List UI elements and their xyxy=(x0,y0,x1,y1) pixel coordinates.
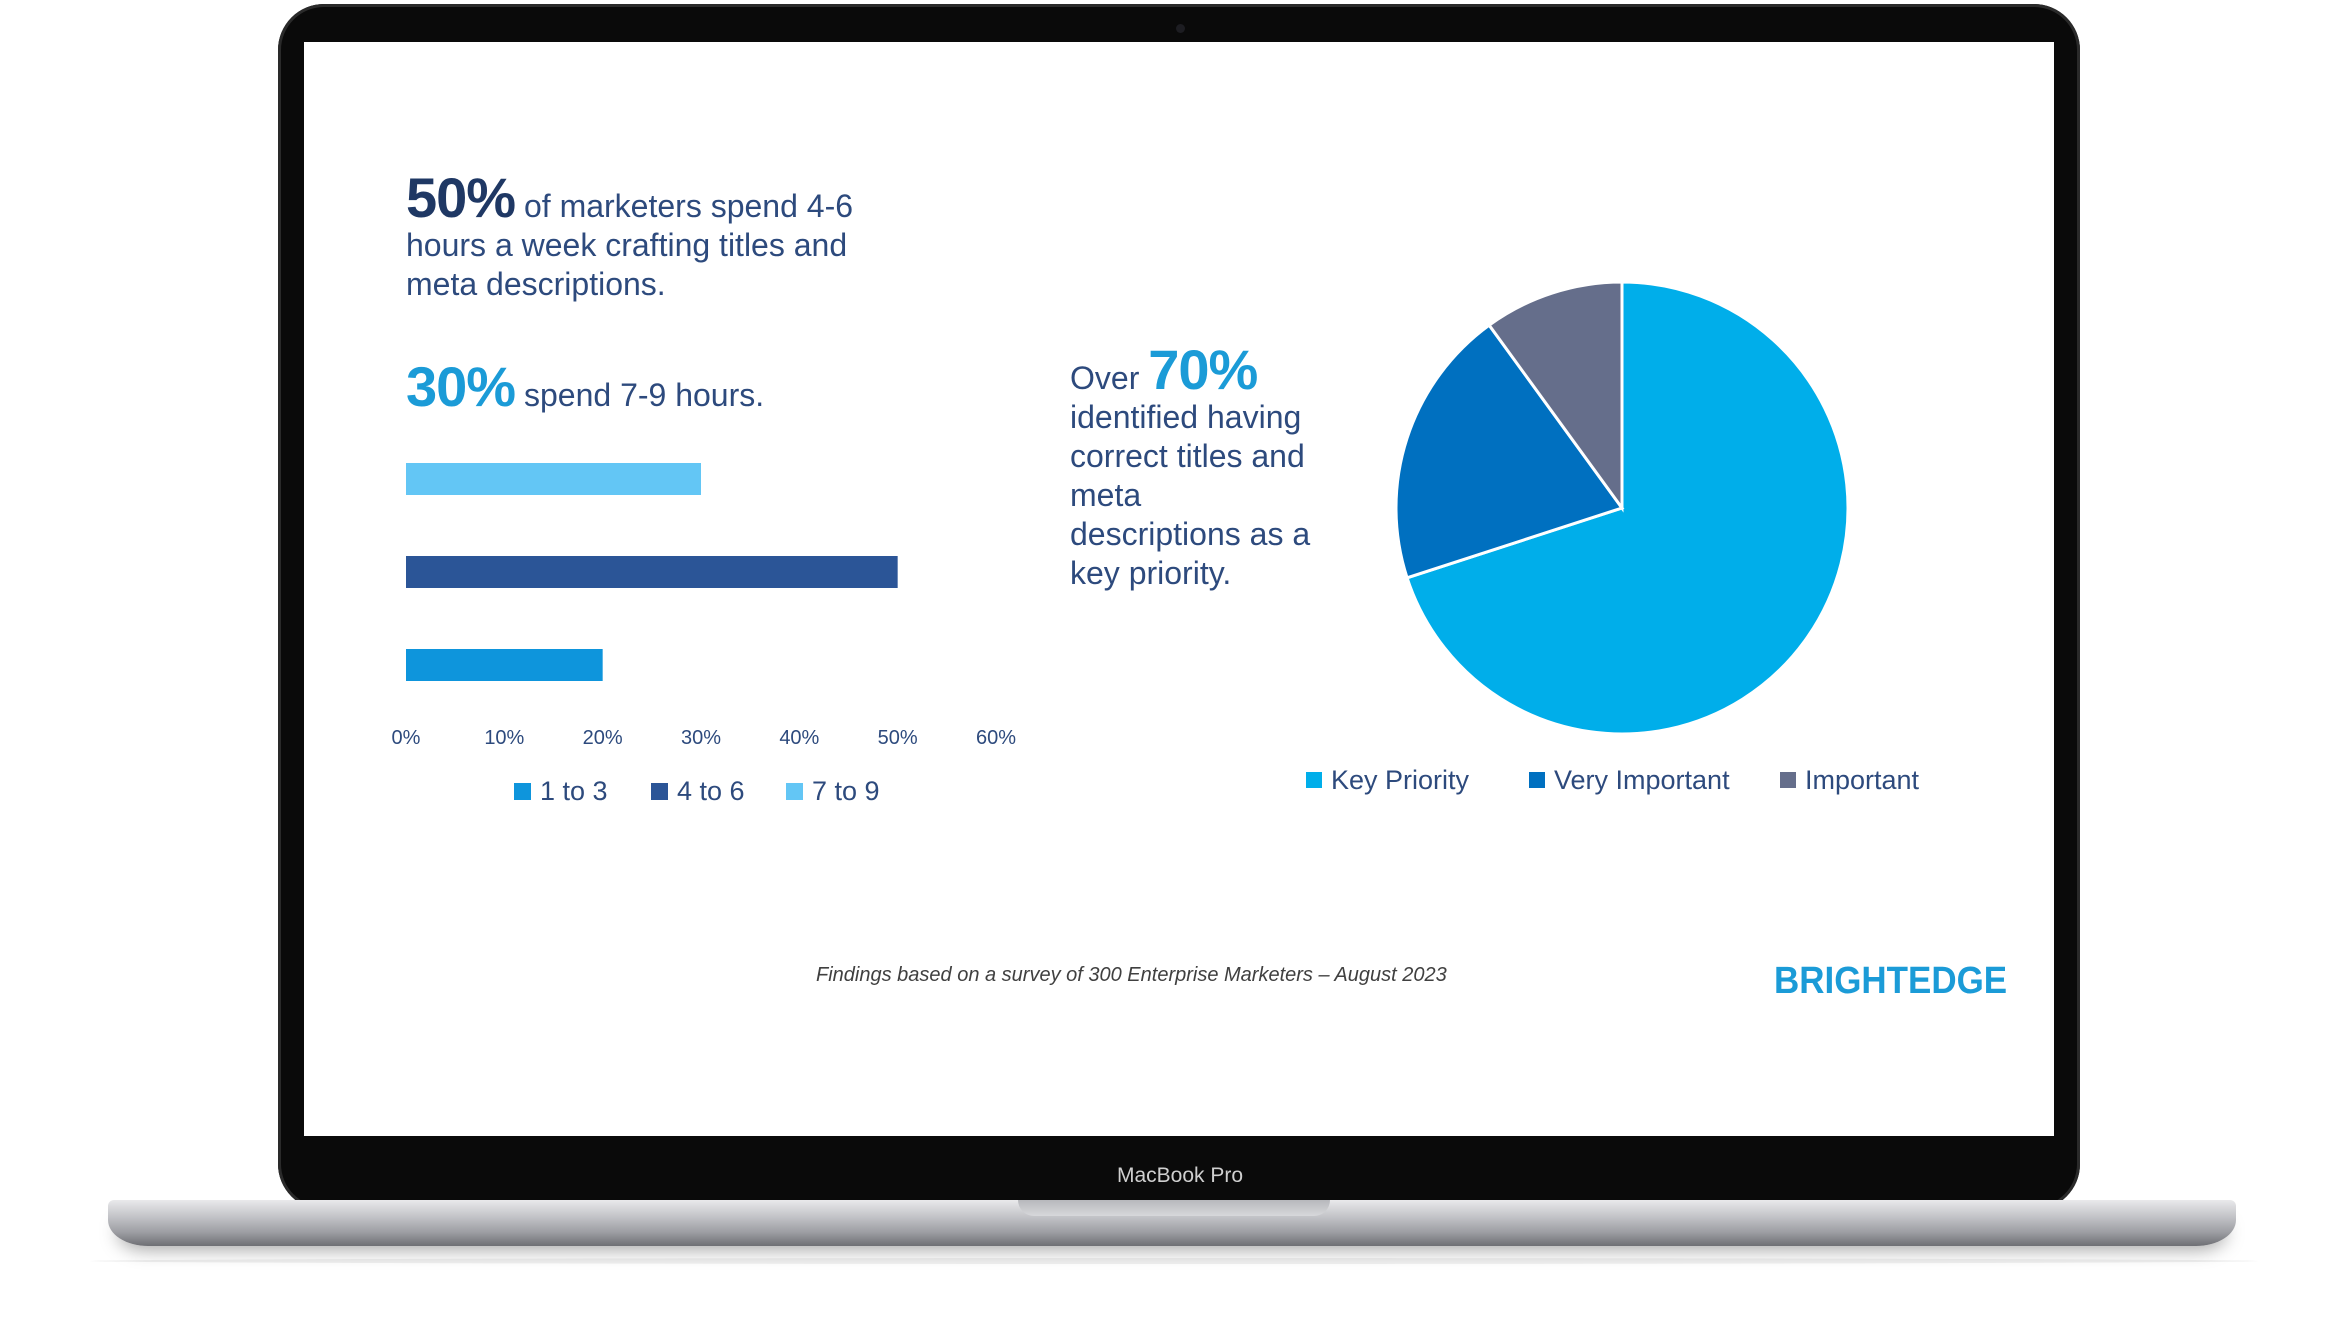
bar-4-to-6 xyxy=(406,556,898,588)
webcam-icon xyxy=(1176,24,1185,33)
stat-value-30: 30% xyxy=(406,355,516,418)
legend-label: Important xyxy=(1805,765,1920,795)
bar-1-to-3 xyxy=(406,649,603,681)
x-tick-label: 50% xyxy=(878,727,918,749)
laptop-shadow xyxy=(90,1258,2258,1264)
legend-label: 1 to 3 xyxy=(540,776,608,806)
laptop-opening-notch xyxy=(1018,1200,1330,1216)
legend-swatch xyxy=(651,783,668,800)
stat-text-b: hours a week crafting titles and xyxy=(406,227,848,263)
legend-swatch xyxy=(1306,772,1322,788)
x-tick-label: 40% xyxy=(779,727,819,749)
bar-chart: 0% 10% 20% 30% 40% 50% 60% 1 to 3 4 to 6 7 to 9 xyxy=(392,463,1016,806)
stat-prefix: Over xyxy=(1070,360,1149,396)
legend-swatch xyxy=(1780,772,1796,788)
x-tick-label: 30% xyxy=(681,727,721,749)
legend-swatch xyxy=(514,783,531,800)
stat-text-d: descriptions as a xyxy=(1070,516,1311,552)
x-tick-label: 10% xyxy=(484,727,524,749)
stat-text-a: identified having xyxy=(1070,399,1302,435)
legend-label: Key Priority xyxy=(1331,765,1470,795)
stat-text: spend 7-9 hours. xyxy=(515,377,765,413)
stat-text-a: of marketers spend 4-6 xyxy=(515,188,854,224)
bar-7-to-9 xyxy=(406,463,701,495)
stat-text-b: correct titles and xyxy=(1070,438,1305,474)
survey-footnote: Findings based on a survey of 300 Enterp… xyxy=(816,964,1447,986)
pie-slice-very-important xyxy=(1394,323,1625,580)
stat-value-50: 50% xyxy=(406,166,516,229)
x-tick-label: 0% xyxy=(392,727,421,749)
stat-headline-50: 50% of marketers spend 4-6 hours a week … xyxy=(406,170,926,304)
legend-label: 7 to 9 xyxy=(812,776,880,806)
legend-swatch xyxy=(1529,772,1545,788)
legend-swatch xyxy=(786,783,803,800)
legend-label: Very Important xyxy=(1554,765,1730,795)
pie-chart: Key Priority Very Important Important xyxy=(1306,280,1920,795)
stat-headline-70: Over 70% identified having correct title… xyxy=(1070,342,1340,593)
stat-text-c: meta descriptions. xyxy=(406,266,666,302)
pie-slice-key-priority xyxy=(1405,280,1850,736)
x-tick-label: 20% xyxy=(583,727,623,749)
brightedge-logo: BRIGHTEDGE xyxy=(1774,960,2008,1002)
pie-slice-important xyxy=(1487,280,1624,513)
stat-text-c: meta xyxy=(1070,477,1142,513)
stat-value-70: 70% xyxy=(1148,338,1258,401)
legend-label: 4 to 6 xyxy=(677,776,745,806)
stat-headline-30: 30% spend 7-9 hours. xyxy=(406,354,764,419)
x-tick-label: 60% xyxy=(976,727,1016,749)
laptop-model-label: MacBook Pro xyxy=(1116,1164,1244,1187)
slide-screen: 50% of marketers spend 4-6 hours a week … xyxy=(304,42,2054,1136)
stat-text-e: key priority. xyxy=(1070,555,1232,591)
